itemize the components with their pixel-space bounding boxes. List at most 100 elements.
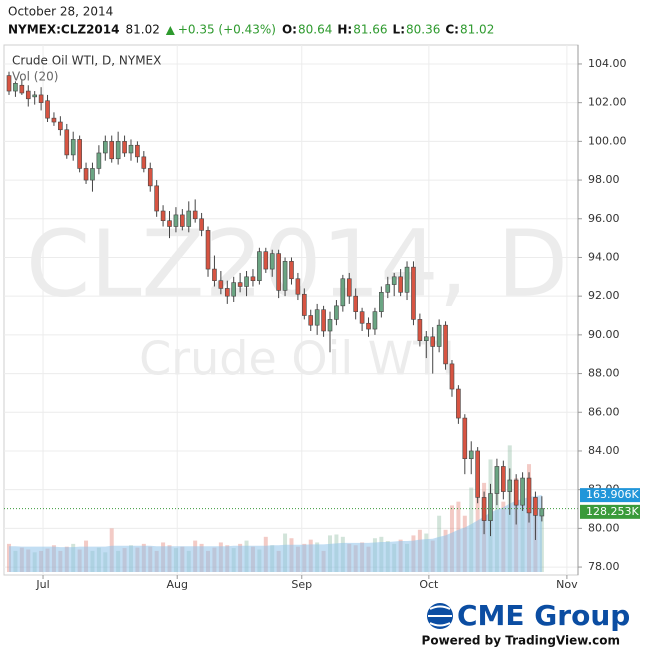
- x-tick-label: Jul: [35, 578, 49, 591]
- header-item: C:: [445, 23, 459, 37]
- y-tick-label: 104.00: [588, 57, 627, 70]
- axes: 78.0080.0082.0084.0086.0088.0090.0092.00…: [35, 45, 640, 591]
- candle-body: [257, 251, 262, 281]
- candle-body: [83, 168, 89, 181]
- candle-body: [314, 309, 320, 326]
- candle-body: [212, 268, 217, 281]
- header-item: 80.36: [406, 23, 440, 37]
- candle-body: [488, 493, 493, 521]
- x-tick-label: Sep: [291, 578, 312, 591]
- header-item: 80.64: [298, 23, 332, 37]
- header-item: 81.02: [125, 23, 159, 37]
- candle-body: [13, 83, 18, 92]
- candle-body: [385, 284, 391, 293]
- candle-body: [154, 185, 159, 212]
- candle-body: [250, 276, 256, 281]
- candle-body: [186, 210, 192, 227]
- header-item: 81.66: [353, 23, 387, 37]
- watermark-sub: Crude Oil WTI: [139, 332, 455, 386]
- candle-body: [147, 168, 153, 187]
- candle-body: [173, 214, 179, 227]
- candle-body: [513, 479, 519, 506]
- up-arrow: [165, 26, 175, 35]
- candle-body: [135, 144, 140, 158]
- volume-label: 163.906K: [586, 488, 639, 501]
- candle-body: [468, 450, 474, 460]
- candle-body: [430, 336, 436, 347]
- candle-body: [456, 388, 461, 419]
- candle-body: [96, 152, 102, 169]
- candle-body: [38, 94, 44, 103]
- candle-body: [32, 94, 37, 98]
- candle-body: [507, 479, 513, 492]
- candle-body: [340, 278, 346, 307]
- header-item: H:: [337, 23, 352, 37]
- candle-body: [19, 84, 25, 94]
- candle-body: [398, 276, 403, 293]
- candle-body: [70, 139, 76, 156]
- candle-body: [51, 117, 57, 123]
- chart-title: Crude Oil WTI, D, NYMEX: [12, 54, 161, 68]
- candle-body: [346, 278, 352, 297]
- candle-body: [103, 141, 108, 154]
- candle-body: [58, 121, 63, 131]
- y-tick-label: 100.00: [588, 134, 627, 147]
- candle-body: [462, 417, 468, 460]
- candle-body: [501, 466, 506, 492]
- candle-body: [289, 261, 294, 280]
- candle-body: [533, 497, 538, 516]
- volume-label-box: [580, 504, 640, 519]
- y-tick-label: 88.00: [588, 367, 620, 380]
- y-tick-label: 78.00: [588, 560, 620, 573]
- logo: CME Group Powered by TradingView.com: [422, 599, 631, 648]
- logo-text: CME Group: [457, 599, 630, 632]
- date: October 28, 2014: [8, 5, 113, 19]
- candle-body: [366, 322, 371, 330]
- candle-body: [231, 282, 237, 297]
- y-tick-label: 98.00: [588, 173, 620, 186]
- candle-body: [64, 129, 70, 156]
- candle-body: [192, 210, 198, 220]
- candle-body: [520, 477, 525, 506]
- candle-body: [282, 261, 288, 291]
- candle-body: [109, 141, 115, 160]
- y-tick-label: 96.00: [588, 212, 620, 225]
- candle-body: [6, 75, 12, 92]
- header-item: +0.35 (+0.43%): [178, 23, 276, 37]
- candle-body: [167, 220, 172, 227]
- candle-body: [141, 156, 147, 169]
- logo-lines: [428, 605, 452, 627]
- watermark: CLZ2014, D: [26, 210, 568, 317]
- candle-body: [391, 276, 397, 285]
- candle-body: [327, 319, 333, 332]
- candle-body: [404, 266, 410, 293]
- header-item: O:: [282, 23, 297, 37]
- credit: Powered by TradingView.com: [422, 634, 620, 648]
- candle-body: [494, 466, 500, 494]
- candle-body: [411, 266, 416, 320]
- header-item: NYMEX:CLZ2014: [8, 23, 119, 37]
- x-tick-label: Aug: [166, 578, 187, 591]
- candle-body: [205, 230, 211, 270]
- y-tick-label: 102.00: [588, 96, 627, 109]
- candle-body: [244, 276, 249, 287]
- y-tick-label: 90.00: [588, 328, 620, 341]
- grid: [4, 45, 578, 575]
- candle-body: [224, 288, 230, 297]
- y-tick-label: 84.00: [588, 444, 620, 457]
- candle-body: [237, 282, 243, 287]
- candle-body: [160, 210, 166, 221]
- candle-body: [295, 278, 301, 295]
- y-tick-label: 80.00: [588, 521, 620, 534]
- header-item: L:: [393, 23, 405, 37]
- candle-body: [308, 315, 314, 326]
- candle-body: [218, 280, 224, 289]
- candle-body: [25, 90, 31, 100]
- candle-body: [321, 309, 326, 332]
- candle-body: [269, 253, 275, 270]
- candle-body: [475, 450, 480, 498]
- candle-body: [423, 336, 429, 341]
- header-item: 81.02: [460, 23, 494, 37]
